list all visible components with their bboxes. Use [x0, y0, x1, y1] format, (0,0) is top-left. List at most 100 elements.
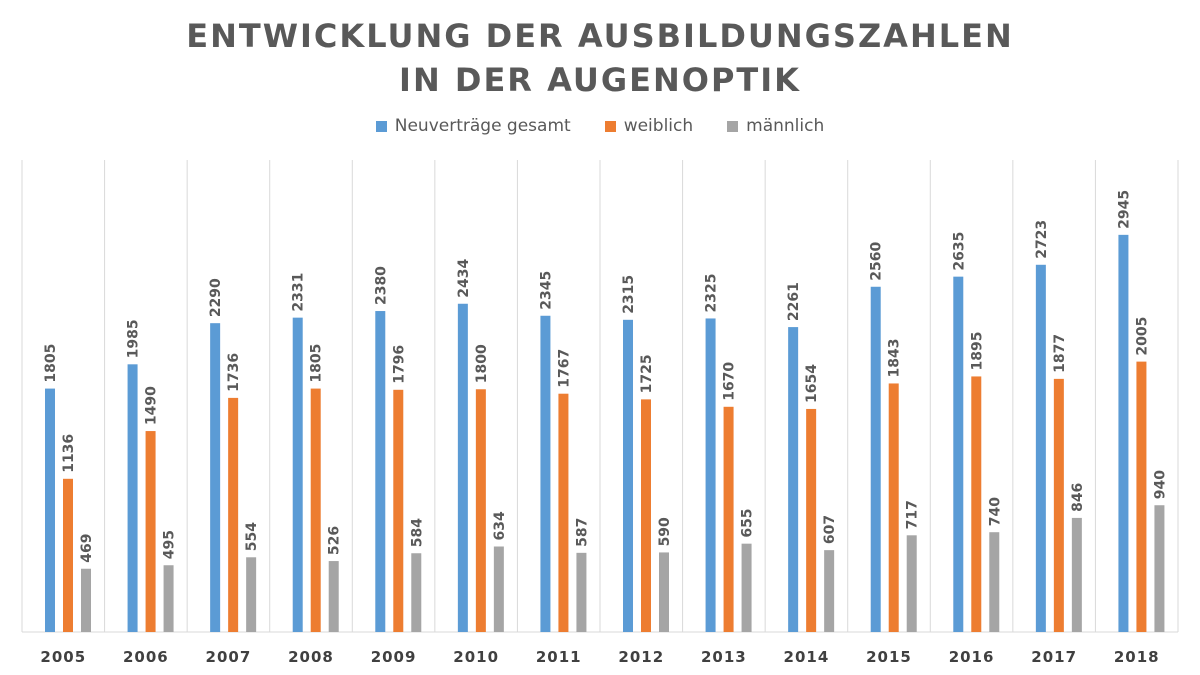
data-label-total-2018: 2945 — [1116, 190, 1132, 229]
bar-total-2008 — [292, 317, 303, 632]
x-tick-label-2008: 2008 — [288, 648, 334, 666]
data-label-total-2007: 2290 — [208, 278, 224, 317]
data-label-female-2017: 1877 — [1052, 334, 1068, 373]
bar-female-2012 — [641, 399, 651, 632]
data-label-total-2010: 2434 — [456, 259, 472, 298]
legend: Neuverträge gesamt weiblich männlich — [0, 116, 1200, 136]
data-label-male-2010: 634 — [492, 511, 508, 540]
legend-swatch-female — [604, 120, 616, 132]
data-label-male-2013: 655 — [740, 508, 756, 537]
x-tick-label-2016: 2016 — [949, 648, 995, 666]
chart-title-line-1: ENTWICKLUNG DER AUSBILDUNGSZAHLEN — [186, 17, 1014, 55]
legend-label-total: Neuverträge gesamt — [394, 116, 571, 136]
legend-item-total: Neuverträge gesamt — [375, 116, 571, 136]
x-tick-label-2017: 2017 — [1031, 648, 1077, 666]
x-tick-label-2012: 2012 — [618, 648, 664, 666]
x-tick-label-2011: 2011 — [536, 648, 582, 666]
data-label-total-2015: 2560 — [869, 242, 885, 281]
data-label-female-2007: 1736 — [226, 353, 242, 392]
data-label-total-2009: 2380 — [373, 266, 389, 305]
legend-swatch-male — [727, 120, 739, 132]
bar-female-2009 — [393, 389, 404, 632]
bar-total-2018 — [1118, 234, 1129, 633]
data-label-total-2005: 1805 — [43, 344, 59, 383]
bar-male-2009 — [411, 553, 422, 632]
data-label-female-2005: 1136 — [61, 434, 77, 473]
data-label-total-2013: 2325 — [704, 273, 720, 312]
data-label-female-2006: 1490 — [144, 386, 160, 425]
bar-male-2016 — [989, 532, 1000, 632]
bar-total-2016 — [953, 276, 964, 632]
bar-total-2012 — [623, 319, 633, 632]
chart-title-line-2: IN DER AUGENOPTIK — [399, 61, 801, 99]
bar-male-2007 — [246, 557, 257, 632]
data-label-female-2015: 1843 — [887, 338, 903, 377]
data-label-female-2014: 1654 — [804, 364, 820, 403]
bar-total-2017 — [1035, 264, 1046, 632]
x-tick-label-2010: 2010 — [453, 648, 499, 666]
legend-item-male: männlich — [727, 116, 824, 136]
data-label-female-2010: 1800 — [474, 344, 490, 383]
data-label-male-2012: 590 — [657, 517, 673, 546]
data-label-male-2014: 607 — [822, 515, 838, 544]
bar-total-2007 — [210, 323, 221, 632]
data-label-female-2013: 1670 — [722, 362, 738, 401]
bar-male-2010 — [493, 546, 504, 632]
data-label-total-2016: 2635 — [951, 232, 967, 271]
x-tick-label-2015: 2015 — [866, 648, 912, 666]
bar-female-2014 — [806, 408, 817, 632]
data-label-total-2006: 1985 — [126, 319, 142, 358]
bar-female-2008 — [310, 388, 321, 632]
x-tick-label-2009: 2009 — [371, 648, 417, 666]
data-label-female-2008: 1805 — [309, 344, 325, 383]
data-label-male-2011: 587 — [574, 518, 590, 547]
bar-female-2017 — [1053, 378, 1064, 632]
bar-female-2011 — [558, 393, 569, 632]
bar-male-2011 — [576, 552, 587, 632]
bar-female-2013 — [723, 406, 734, 632]
data-label-male-2018: 940 — [1152, 470, 1168, 499]
data-label-female-2011: 1767 — [556, 349, 572, 388]
bar-total-2014 — [788, 327, 799, 632]
bar-female-2016 — [971, 376, 982, 632]
bar-total-2005 — [45, 388, 55, 632]
legend-swatch-total — [375, 120, 387, 132]
data-label-male-2005: 469 — [79, 534, 95, 563]
legend-label-male: männlich — [746, 116, 825, 136]
data-label-male-2016: 740 — [987, 497, 1003, 526]
bar-total-2015 — [870, 286, 881, 632]
bar-male-2014 — [824, 550, 835, 632]
data-label-male-2006: 495 — [162, 530, 178, 559]
data-label-total-2017: 2723 — [1034, 220, 1050, 259]
bar-female-2006 — [145, 431, 156, 632]
bar-total-2011 — [540, 315, 551, 632]
data-label-male-2017: 846 — [1070, 483, 1086, 512]
bar-total-2013 — [705, 318, 716, 632]
x-tick-label-2018: 2018 — [1114, 648, 1160, 666]
data-label-total-2014: 2261 — [786, 282, 802, 321]
bar-male-2015 — [906, 535, 917, 632]
bar-female-2010 — [475, 389, 486, 632]
bar-male-2012 — [659, 552, 669, 632]
chart-title: ENTWICKLUNG DER AUSBILDUNGSZAHLEN IN DER… — [0, 14, 1200, 102]
bar-male-2005 — [81, 568, 91, 632]
bar-total-2009 — [375, 311, 386, 632]
bar-female-2018 — [1136, 361, 1147, 632]
data-label-female-2016: 1895 — [969, 331, 985, 370]
data-label-female-2012: 1725 — [639, 354, 655, 393]
data-label-male-2009: 584 — [409, 518, 425, 547]
data-label-total-2011: 2345 — [538, 271, 554, 310]
data-label-male-2007: 554 — [244, 522, 260, 551]
bar-male-2017 — [1071, 517, 1082, 632]
bar-total-2010 — [457, 303, 468, 632]
x-tick-label-2006: 2006 — [123, 648, 169, 666]
bar-male-2018 — [1154, 505, 1165, 632]
legend-label-female: weiblich — [623, 116, 694, 136]
legend-item-female: weiblich — [604, 116, 694, 136]
bar-male-2008 — [328, 561, 339, 632]
x-tick-label-2013: 2013 — [701, 648, 747, 666]
x-tick-label-2005: 2005 — [40, 648, 86, 666]
bar-female-2005 — [63, 478, 73, 632]
data-label-total-2012: 2315 — [621, 275, 637, 314]
